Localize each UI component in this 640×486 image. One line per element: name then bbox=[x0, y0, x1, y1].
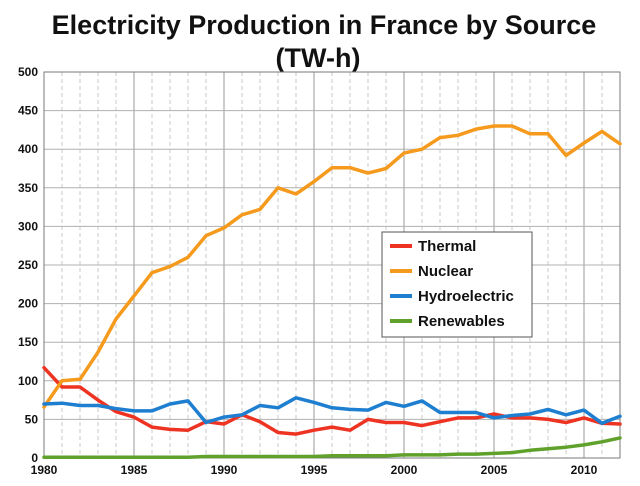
y-tick-label: 0 bbox=[31, 451, 38, 465]
legend: Thermal Nuclear Hydroelectric Renewables bbox=[381, 231, 533, 338]
x-tick-label: 1990 bbox=[211, 463, 238, 477]
x-tick-label: 1985 bbox=[121, 463, 148, 477]
y-tick-label: 400 bbox=[18, 142, 38, 156]
y-tick-label: 100 bbox=[18, 374, 38, 388]
y-tick-label: 200 bbox=[18, 297, 38, 311]
y-tick-label: 150 bbox=[18, 335, 38, 349]
series-line-thermal bbox=[42, 365, 622, 436]
x-tick-label: 2000 bbox=[391, 463, 418, 477]
y-tick-label: 300 bbox=[18, 219, 38, 233]
grid bbox=[43, 71, 621, 459]
series-line-hydroelectric bbox=[42, 396, 622, 426]
legend-label-renewables: Renewables bbox=[418, 313, 505, 330]
y-tick-label: 450 bbox=[18, 104, 38, 118]
y-tick-label: 50 bbox=[25, 412, 39, 426]
chart-title: Electricity Production in France by Sour… bbox=[52, 10, 597, 40]
series-line-nuclear bbox=[42, 124, 622, 409]
x-tick-label: 2010 bbox=[571, 463, 598, 477]
chart-subtitle: (TW-h) bbox=[276, 43, 361, 73]
y-tick-label: 500 bbox=[18, 65, 38, 79]
axes: 0 50 100 150 200 250 300 350 400 450 500 1980 1985 19… bbox=[18, 65, 621, 477]
series-line-renewables bbox=[42, 436, 622, 459]
plot-frame bbox=[43, 71, 621, 459]
y-tick-label: 250 bbox=[18, 258, 38, 272]
legend-label-thermal: Thermal bbox=[418, 238, 476, 255]
x-tick-label: 1995 bbox=[301, 463, 328, 477]
series-lines bbox=[42, 124, 622, 459]
legend-label-hydroelectric: Hydroelectric bbox=[418, 288, 514, 305]
x-tick-label: 1980 bbox=[31, 463, 58, 477]
y-tick-label: 350 bbox=[18, 181, 38, 195]
x-tick-label: 2005 bbox=[481, 463, 508, 477]
legend-label-nuclear: Nuclear bbox=[418, 263, 473, 280]
